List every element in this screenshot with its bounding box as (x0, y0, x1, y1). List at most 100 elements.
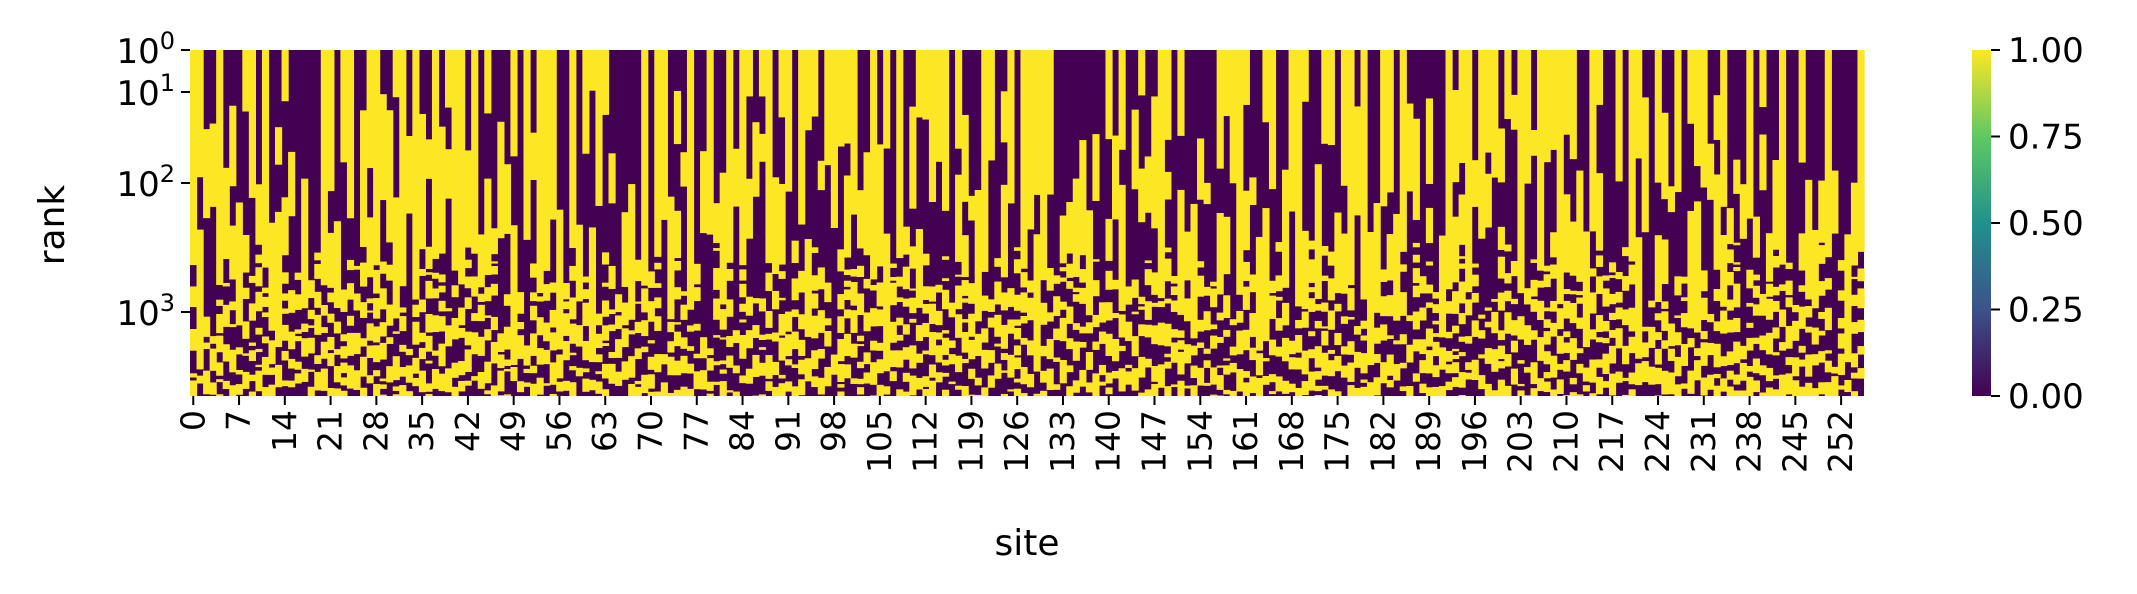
heatmap-cell (876, 359, 884, 374)
heatmap-cell (1380, 269, 1388, 282)
heatmap-cell (673, 360, 682, 376)
heatmap-cell (1726, 299, 1734, 311)
heatmap-cell (647, 340, 655, 344)
heatmap-cell (785, 381, 793, 392)
heatmap-cell (1164, 353, 1172, 358)
heatmap-cell (1013, 319, 1022, 326)
heatmap-cell (987, 317, 995, 328)
heatmap-cell (1654, 313, 1662, 321)
heatmap-cell (1020, 393, 1028, 396)
heatmap-cell (1340, 346, 1349, 355)
heatmap-cell (1183, 344, 1192, 364)
heatmap-cell (837, 364, 845, 382)
heatmap-cell (1550, 300, 1558, 312)
heatmap-cell (1805, 326, 1813, 333)
heatmap-cell (1595, 276, 1604, 294)
heatmap-cell (621, 302, 629, 326)
heatmap-cell (1589, 292, 1597, 314)
heatmap-cell (778, 50, 786, 118)
heatmap-cell (647, 356, 655, 370)
heatmap-cell (745, 296, 753, 316)
heatmap-cell (791, 240, 799, 263)
heatmap-cell (601, 343, 610, 347)
heatmap-cell (1314, 320, 1322, 329)
heatmap-cell (1693, 360, 1702, 381)
heatmap-cell (307, 309, 315, 320)
heatmap-cell (902, 347, 910, 360)
heatmap-cell (536, 50, 544, 293)
heatmap-cell (601, 363, 610, 379)
heatmap-cell (1340, 365, 1349, 378)
heatmap-cell (1445, 381, 1453, 391)
heatmap-cell (811, 350, 819, 370)
heatmap-cell (1765, 298, 1774, 320)
heatmap-cell (915, 325, 923, 341)
heatmap-cell (222, 344, 230, 362)
heatmap-cell (320, 368, 328, 391)
heatmap-cell (1517, 50, 1525, 294)
heatmap-cell (523, 345, 531, 366)
heatmap-cell (386, 110, 394, 243)
heatmap-cell (1210, 394, 1218, 396)
x-tick-label: 231 (1684, 410, 1723, 473)
heatmap-cell (1615, 371, 1623, 383)
heatmap-cell (543, 284, 551, 301)
heatmap-cell (1569, 221, 1577, 276)
heatmap-cell (654, 262, 662, 270)
heatmap-cell (974, 377, 982, 386)
heatmap-cell (1164, 247, 1172, 253)
heatmap-cell (1484, 50, 1492, 153)
colorbar-ticks: 0.000.250.500.751.00 (1991, 31, 2084, 417)
heatmap-cell (1648, 326, 1656, 348)
heatmap-cell (1393, 340, 1401, 345)
heatmap-cell (1576, 363, 1584, 374)
heatmap-cell (346, 259, 355, 271)
heatmap-cell (497, 395, 505, 396)
heatmap-cell (1687, 210, 1695, 329)
heatmap-cell (1785, 325, 1793, 349)
heatmap-cell (203, 342, 211, 349)
heatmap-cell (850, 310, 858, 333)
heatmap-cell (1510, 320, 1519, 336)
heatmap-cell (1275, 376, 1283, 392)
heatmap-cell (1693, 201, 1702, 333)
heatmap-cell (281, 197, 289, 256)
heatmap-cell (1602, 288, 1610, 307)
heatmap-cell (1268, 50, 1277, 190)
heatmap-cell (1131, 279, 1139, 298)
heatmap-cell (288, 380, 296, 388)
heatmap-cell (314, 371, 322, 391)
heatmap-cell (1020, 272, 1028, 288)
heatmap-cell (1785, 373, 1793, 395)
heatmap-cell (229, 225, 237, 280)
heatmap-cell (1066, 281, 1074, 289)
heatmap-cell (523, 50, 531, 240)
heatmap-cell (1027, 280, 1035, 293)
heatmap-cell (582, 340, 590, 361)
heatmap-cell (405, 365, 413, 383)
heatmap-cell (621, 328, 629, 348)
heatmap-cell (994, 314, 1002, 337)
heatmap-cell (1425, 328, 1434, 347)
heatmap-cell (935, 372, 943, 383)
heatmap-cell (1295, 387, 1303, 396)
heatmap-cell (1733, 262, 1741, 265)
heatmap-cell (1445, 301, 1453, 314)
heatmap-cell (1419, 276, 1427, 294)
heatmap-cell (431, 272, 440, 279)
heatmap-cell (242, 50, 250, 112)
heatmap-cell (471, 332, 479, 355)
heatmap-cell (824, 318, 832, 326)
heatmap-cell (654, 50, 662, 257)
heatmap-cell (464, 276, 472, 289)
heatmap-cell (307, 325, 315, 328)
heatmap-cell (765, 311, 773, 328)
heatmap-cell (1556, 379, 1564, 394)
heatmap-cell (562, 283, 570, 300)
heatmap-cell (1837, 353, 1845, 376)
heatmap-cell (1203, 382, 1211, 386)
x-tick-label: 210 (1546, 410, 1585, 473)
heatmap-cell (1236, 50, 1244, 295)
heatmap-cell (1151, 325, 1159, 345)
heatmap-cell (1072, 294, 1080, 302)
